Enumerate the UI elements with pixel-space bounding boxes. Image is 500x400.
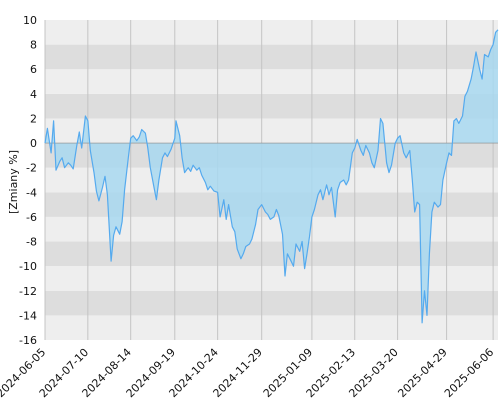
grid-band (45, 69, 498, 94)
y-tick-label: 0 (30, 137, 37, 150)
area-layer (45, 29, 498, 323)
grid-band (45, 315, 498, 340)
y-tick-label: 6 (30, 63, 37, 76)
y-tick-label: -14 (19, 309, 37, 322)
x-axis-ticks: 2024-06-052024-07-102024-08-142024-09-19… (0, 346, 496, 400)
y-tick-label: -10 (19, 260, 37, 273)
y-tick-label: -6 (26, 211, 37, 224)
grid-band (45, 44, 498, 70)
y-tick-label: -2 (26, 162, 37, 175)
series-line-layer (44, 29, 499, 324)
series-line (44, 29, 499, 324)
y-tick-label: 8 (30, 39, 37, 52)
grid-band (45, 118, 498, 144)
y-tick-label: 2 (30, 112, 37, 125)
x-tick-label: 2025-06-06 (442, 346, 496, 400)
y-tick-label: 4 (30, 88, 37, 101)
y-tick-label: -12 (19, 285, 37, 298)
grid-band (45, 93, 498, 119)
y-axis-label: [Zmiany %] (7, 150, 20, 214)
y-tick-label: 10 (23, 14, 37, 27)
y-tick-label: -8 (26, 236, 37, 249)
y-axis-ticks: -16 -14 -12 -10 -8 -6 -4 -2 0 2 4 6 8 10 (19, 14, 37, 347)
grid-band (45, 20, 498, 45)
grid-band (45, 266, 498, 291)
y-tick-label: -4 (26, 186, 37, 199)
vertical-gridlines (44, 20, 494, 340)
grid-band (45, 290, 498, 316)
y-tick-label: -16 (19, 334, 37, 347)
series-area (45, 29, 498, 323)
